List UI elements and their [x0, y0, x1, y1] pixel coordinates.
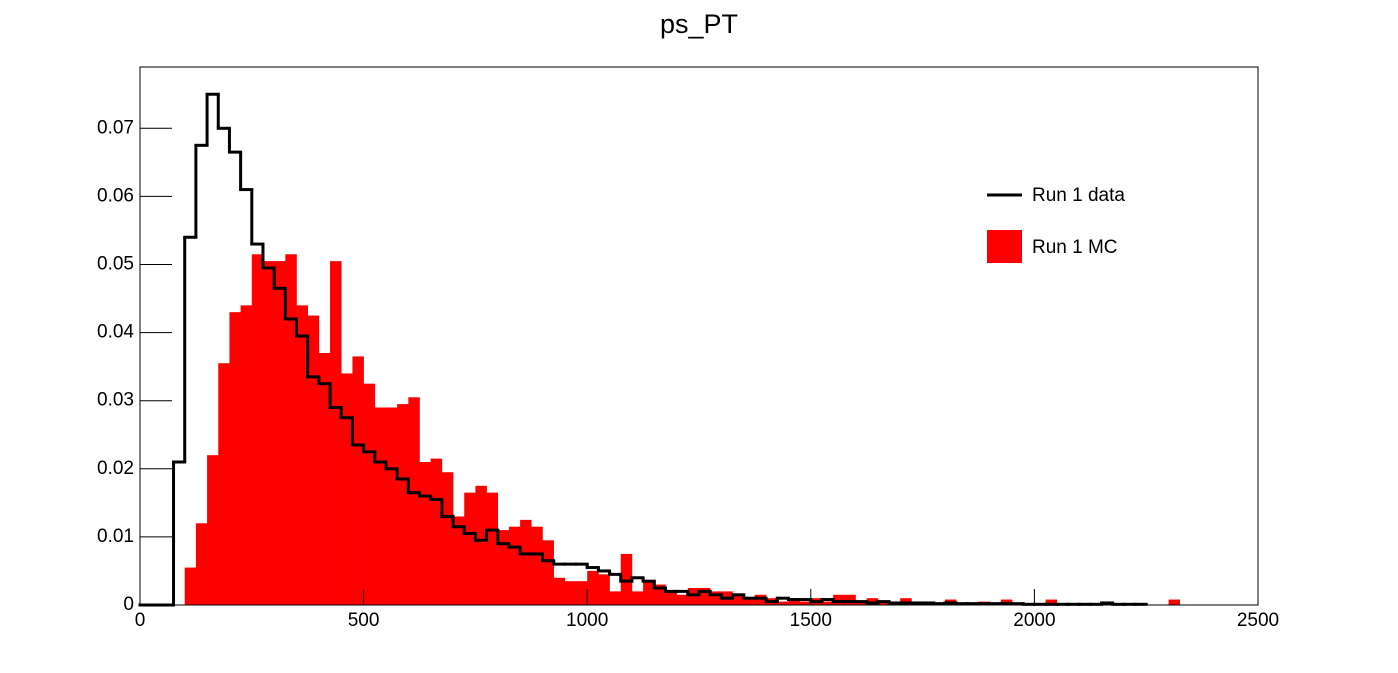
- histogram-bar: [710, 591, 722, 605]
- x-tick-label: 500: [348, 610, 380, 631]
- histogram-bar: [397, 404, 409, 605]
- histogram-bar: [821, 601, 834, 605]
- histogram-bar: [643, 581, 655, 605]
- histogram-bar: [385, 407, 398, 605]
- histogram-bar: [296, 305, 308, 605]
- histogram-bar: [251, 254, 264, 605]
- histogram-bar: [318, 353, 331, 605]
- histogram-bar: [754, 594, 767, 605]
- y-tick-label: 0.03: [97, 390, 134, 411]
- y-tick-label: 0.04: [97, 322, 134, 343]
- histogram-bar: [676, 594, 689, 605]
- histogram-bar: [486, 492, 499, 605]
- histogram-bar: [464, 492, 476, 605]
- histogram-bar: [453, 516, 465, 605]
- histogram-bar: [195, 523, 208, 605]
- histogram-bar: [855, 601, 867, 605]
- histogram-bar: [699, 587, 711, 605]
- histogram-bar: [218, 363, 230, 605]
- histogram-bar: [341, 373, 353, 605]
- histogram-bar: [587, 570, 599, 605]
- x-tick-label: 1000: [566, 610, 608, 631]
- histogram-bar: [229, 312, 241, 605]
- histogram-bar: [240, 305, 253, 605]
- histogram-bar: [564, 581, 577, 605]
- histogram-bar: [877, 601, 890, 605]
- chart-title: ps_PT: [660, 9, 738, 39]
- x-tick-label: 1500: [790, 610, 832, 631]
- y-tick-label: 0.05: [97, 254, 134, 275]
- histogram-bar: [654, 584, 666, 605]
- histogram-bar: [430, 458, 443, 605]
- histogram-bar: [207, 455, 219, 605]
- y-tick-label: 0.06: [97, 185, 134, 206]
- histogram-bar: [285, 254, 297, 605]
- y-tick-label: 0.07: [97, 117, 134, 138]
- histogram-bar: [576, 581, 588, 605]
- histogram-bar: [542, 540, 554, 605]
- histogram-bar: [497, 530, 510, 605]
- histogram-bar: [419, 461, 431, 605]
- histogram-bar: [743, 598, 756, 605]
- histogram-bar: [352, 356, 364, 605]
- histogram-bar: [620, 553, 633, 605]
- histogram-bar: [508, 526, 521, 605]
- histogram-bar: [262, 261, 275, 605]
- histogram-bar: [374, 407, 387, 605]
- histogram-bar: [609, 591, 622, 605]
- histogram-bar: [687, 587, 700, 605]
- histogram-bar: [631, 591, 644, 605]
- histogram-bar: [553, 577, 566, 605]
- histogram-bar: [788, 598, 800, 605]
- legend-label: Run 1 data: [1032, 185, 1125, 206]
- x-tick-label: 0: [135, 610, 146, 631]
- histogram-bar: [732, 594, 745, 605]
- histogram-bar: [184, 567, 197, 605]
- histogram-bar: [598, 574, 610, 605]
- histogram-bar: [274, 261, 286, 605]
- histogram-bar: [1045, 599, 1058, 605]
- histogram-bar: [844, 594, 856, 605]
- y-tick-label: 0: [123, 594, 134, 615]
- histogram-bar: [307, 315, 320, 605]
- histogram-bar: [363, 383, 376, 605]
- histogram-bar: [1168, 599, 1181, 605]
- histogram-bar: [330, 261, 342, 605]
- y-tick-label: 0.01: [97, 526, 134, 547]
- x-tick-label: 2500: [1237, 610, 1279, 631]
- plot-frame: [139, 66, 1259, 606]
- histogram-bar: [833, 594, 845, 605]
- legend-swatch: [987, 230, 1022, 263]
- histogram-bar: [531, 526, 543, 605]
- y-tick-label: 0.02: [97, 458, 134, 479]
- histogram-bar: [520, 519, 532, 605]
- histogram-bar: [441, 472, 454, 605]
- x-tick-label: 2000: [1013, 610, 1055, 631]
- histogram-bar: [475, 485, 487, 605]
- legend-label: Run 1 MC: [1032, 237, 1118, 258]
- histogram-bar: [665, 591, 677, 605]
- histogram-bar: [408, 397, 420, 605]
- histogram-bar: [799, 601, 812, 605]
- histogram-bar: [777, 601, 789, 605]
